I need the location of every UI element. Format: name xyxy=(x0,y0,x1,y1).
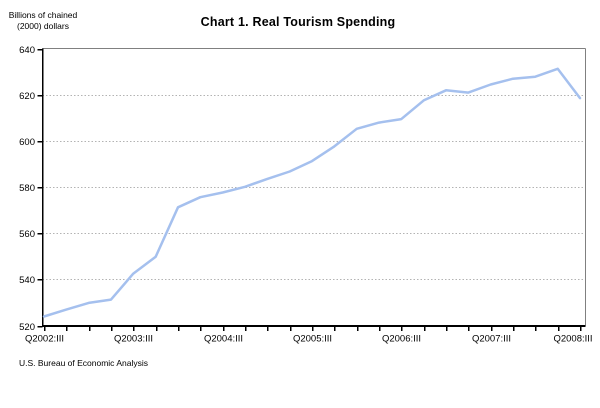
y-tick-label-560: 560 xyxy=(19,229,35,240)
source-attribution: U.S. Bureau of Economic Analysis xyxy=(19,358,148,368)
y-tick-label-580: 580 xyxy=(19,183,35,194)
y-tick-label-520: 520 xyxy=(19,322,35,333)
x-tick-label-Q2006:III: Q2006:III xyxy=(382,334,421,345)
y-tick-label-620: 620 xyxy=(19,91,35,102)
y-tick-label-600: 600 xyxy=(19,137,35,148)
y-tick-label-640: 640 xyxy=(19,45,35,56)
x-tick-label-Q2002:III: Q2002:III xyxy=(25,334,64,345)
x-tick-label-Q2003:III: Q2003:III xyxy=(114,334,153,345)
y-axis-units-label: Billions of chained (2000) dollars xyxy=(5,10,81,31)
x-tick-label-Q2008:III: Q2008:III xyxy=(553,334,592,345)
x-tick-label-Q2004:III: Q2004:III xyxy=(204,334,243,345)
y-axis-units-line1: Billions of chained xyxy=(8,10,78,20)
y-axis-units-line2: (2000) dollars xyxy=(17,20,69,31)
y-tick-label-540: 540 xyxy=(19,275,35,286)
chart-title: Chart 1. Real Tourism Spending xyxy=(200,15,396,29)
x-tick-label-Q2007:III: Q2007:III xyxy=(472,334,511,345)
x-tick-label-Q2005:III: Q2005:III xyxy=(293,334,332,345)
tourism-spending-series-line xyxy=(42,67,582,318)
